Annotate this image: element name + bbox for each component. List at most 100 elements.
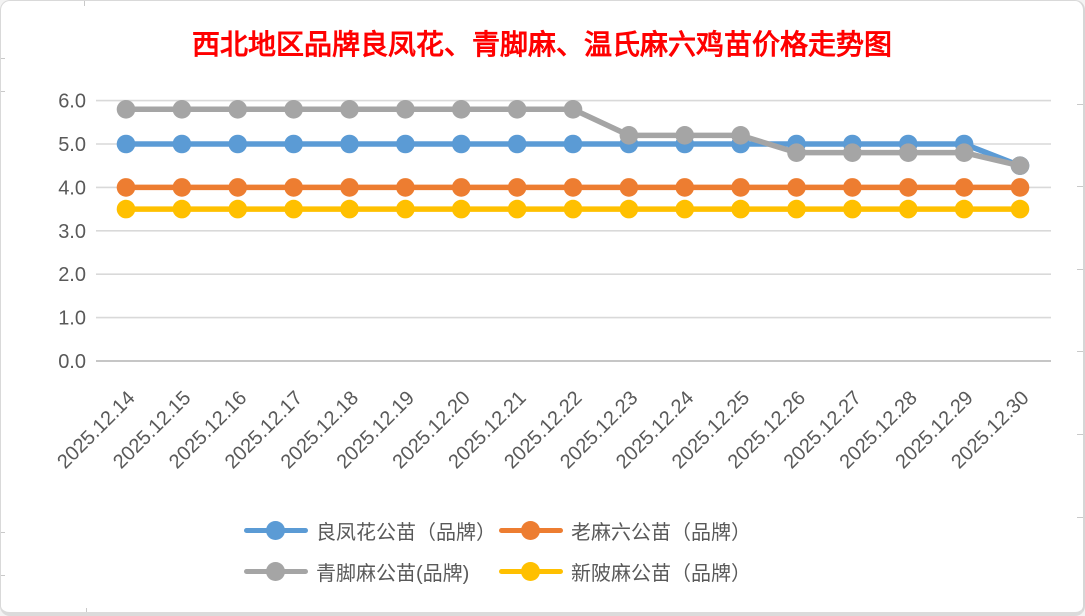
sheet-gridline-stub (1077, 104, 1083, 105)
series-3-marker (507, 199, 527, 219)
series-3-marker (619, 199, 639, 219)
series-3-marker (116, 199, 136, 219)
series-1-marker (507, 178, 527, 197)
series-0-marker (284, 134, 303, 154)
legend-marker-dot (521, 521, 540, 540)
y-tick-label: 4.0 (58, 177, 86, 199)
series-1-marker (843, 178, 862, 197)
series-0-marker (116, 134, 136, 154)
sheet-gridline-stub (1, 91, 5, 92)
y-tick-label: 3.0 (58, 221, 86, 243)
series-3-marker (787, 199, 806, 219)
sheet-gridline-stub (1, 58, 5, 59)
series-1-marker (396, 178, 415, 197)
series-3-marker (843, 199, 862, 219)
legend-label: 良凤花公苗（品牌） (316, 522, 496, 544)
sheet-gridline-stub (1, 532, 5, 533)
series-3-marker (731, 199, 750, 219)
series-2-marker (507, 99, 527, 119)
series-2-marker (284, 99, 303, 119)
series-2-marker (898, 143, 918, 162)
series-2-marker (563, 99, 583, 119)
series-2-marker (228, 99, 248, 119)
y-tick-label: 2.0 (58, 264, 86, 286)
series-1-marker (451, 178, 471, 197)
series-0-marker (563, 134, 583, 154)
series-2-marker (731, 126, 750, 145)
series-2-marker (954, 143, 974, 162)
sheet-gridline-stub (1077, 186, 1083, 187)
y-tick-label: 0.0 (58, 351, 86, 373)
legend-label: 青脚麻公苗(品牌) (316, 563, 470, 585)
series-1-marker (787, 178, 806, 197)
y-tick-label: 5.0 (58, 134, 86, 156)
series-1-marker (898, 178, 918, 197)
series-1-marker (731, 178, 750, 197)
series-1-marker (619, 178, 639, 197)
legend-item-1: 老麻六公苗（品牌） (499, 516, 754, 545)
legend-line-marker-icon (244, 521, 308, 540)
legend-line-marker-icon (499, 521, 563, 540)
chart-legend: 良凤花公苗（品牌） 老麻六公苗（品牌） 青脚麻公苗(品牌) 新陂麻公苗（品牌） (244, 510, 754, 592)
sheet-gridline-stub (86, 608, 87, 612)
series-3-marker (898, 199, 918, 219)
series-2-marker (116, 99, 136, 119)
series-3-marker (563, 199, 583, 219)
legend-label: 老麻六公苗（品牌） (571, 522, 751, 544)
series-2-marker (1010, 156, 1030, 175)
legend-row: 良凤花公苗（品牌） 老麻六公苗（品牌） (244, 510, 754, 551)
series-3-marker (451, 199, 471, 219)
series-2-marker (619, 126, 639, 145)
legend-marker-dot (266, 521, 285, 540)
legend-item-0: 良凤花公苗（品牌） (244, 516, 499, 545)
y-tick-label: 1.0 (58, 308, 86, 330)
series-3-marker (340, 199, 359, 219)
legend-row: 青脚麻公苗(品牌) 新陂麻公苗（品牌） (244, 551, 754, 592)
series-3-marker (675, 199, 695, 219)
series-1-marker (954, 178, 974, 197)
sheet-gridline-stub (1077, 517, 1083, 518)
series-2-marker (172, 99, 192, 119)
series-1-marker (340, 178, 359, 197)
y-tick-label: 6.0 (58, 91, 86, 113)
series-0-marker (340, 134, 359, 154)
series-1-marker (284, 178, 303, 197)
series-3-marker (284, 199, 303, 219)
series-0-marker (507, 134, 527, 154)
series-3-marker (954, 199, 974, 219)
series-0-marker (228, 134, 248, 154)
sheet-gridline-stub (1077, 351, 1083, 352)
legend-line-marker-icon (499, 562, 563, 581)
series-1-marker (1010, 178, 1030, 197)
series-1-marker (563, 178, 583, 197)
series-0-marker (172, 134, 192, 154)
series-3-marker (228, 199, 248, 219)
legend-line-marker-icon (244, 562, 308, 581)
series-3-marker (1010, 199, 1030, 219)
series-1-marker (675, 178, 695, 197)
series-3-marker (172, 199, 192, 219)
series-1-marker (228, 178, 248, 197)
series-2-marker (451, 99, 471, 119)
legend-marker-dot (266, 562, 285, 581)
legend-item-2: 青脚麻公苗(品牌) (244, 557, 499, 586)
series-2-marker (843, 143, 862, 162)
series-1-marker (172, 178, 192, 197)
chart-title: 西北地区品牌良凤花、青脚麻、温氏麻六鸡苗价格走势图 (191, 29, 892, 60)
series-0-marker (451, 134, 471, 154)
series-0-marker (396, 134, 415, 154)
series-2-marker (396, 99, 415, 119)
series-2-marker (787, 143, 806, 162)
series-1-marker (116, 178, 136, 197)
sheet-gridline-stub (1, 575, 5, 576)
sheet-gridline-stub (1077, 269, 1083, 270)
legend-marker-dot (521, 562, 540, 581)
legend-item-3: 新陂麻公苗（品牌） (499, 557, 754, 586)
series-2-marker (340, 99, 359, 119)
legend-label: 新陂麻公苗（品牌） (571, 563, 751, 585)
sheet-gridline-stub (84, 1, 85, 6)
series-2-marker (675, 126, 695, 145)
series-3-marker (396, 199, 415, 219)
